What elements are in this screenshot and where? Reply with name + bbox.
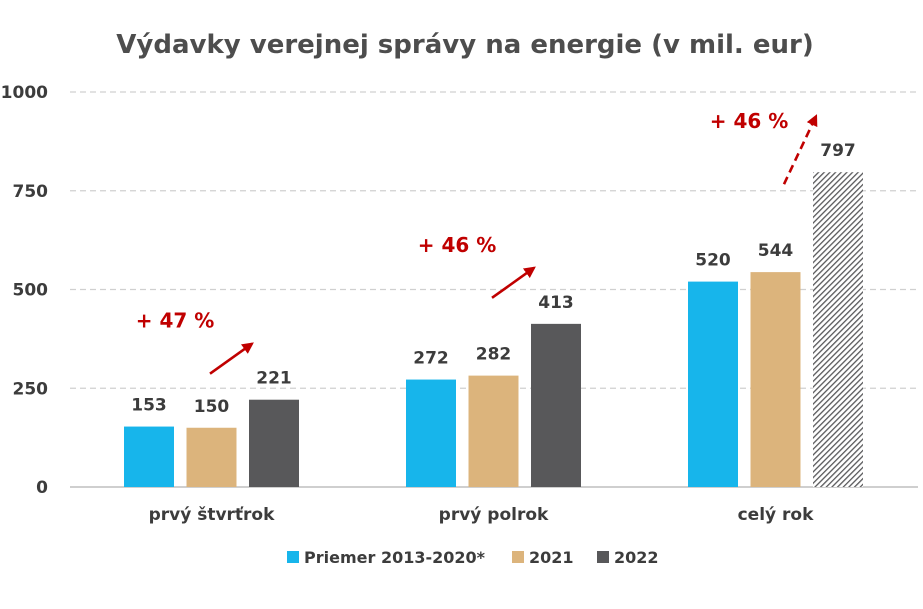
- data-label: 413: [538, 293, 574, 313]
- bar-1-3: [688, 281, 738, 487]
- bar-2-1: [186, 427, 237, 487]
- legend-label: Priemer 2013-2020*: [304, 548, 486, 567]
- annotations: + 47 % + 46 % + 46 %: [136, 109, 818, 375]
- y-tick-label: 500: [13, 281, 49, 301]
- legend-swatch: [287, 551, 299, 563]
- percent-change-label: + 46 %: [710, 109, 789, 133]
- data-labels: 153 150 221 272 282 413 520 544 797: [131, 141, 856, 417]
- bar-3-3: [813, 172, 863, 487]
- legend-swatch: [512, 551, 524, 563]
- bar-2-3: [750, 272, 801, 487]
- data-label: 544: [758, 241, 794, 261]
- bar-3-1: [249, 399, 299, 487]
- data-label: 282: [476, 345, 512, 365]
- data-label: 520: [695, 251, 731, 271]
- y-tick-label: 750: [13, 182, 49, 202]
- data-label: 150: [194, 397, 230, 417]
- y-tick-label: 1000: [1, 83, 48, 103]
- legend-label: 2022: [614, 548, 659, 567]
- percent-change-label: + 47 %: [136, 309, 215, 333]
- legend-swatch: [597, 551, 609, 563]
- bar-2-2: [468, 375, 519, 487]
- legend: Priemer 2013-2020* 2021 2022: [287, 548, 659, 567]
- increase-arrow: [209, 342, 254, 375]
- category-labels: prvý štvrťrok prvý polrok celý rok: [149, 505, 815, 525]
- data-label: 797: [820, 141, 856, 161]
- category-label: prvý štvrťrok: [149, 505, 276, 525]
- increase-arrow: [782, 114, 818, 185]
- bar-1-1: [124, 426, 174, 487]
- legend-label: 2021: [529, 548, 574, 567]
- y-tick-label: 0: [36, 478, 48, 498]
- data-label: 153: [131, 396, 167, 416]
- category-label: celý rok: [738, 505, 814, 525]
- bars: [124, 172, 863, 487]
- y-tick-label: 250: [13, 379, 49, 399]
- data-label: 272: [413, 349, 449, 369]
- chart-title: Výdavky verejnej správy na energie (v mi…: [116, 30, 813, 60]
- percent-change-label: + 46 %: [418, 233, 497, 257]
- bar-3-2: [531, 323, 581, 487]
- y-axis: 0 250 500 750 1000: [1, 83, 48, 498]
- category-label: prvý polrok: [439, 505, 549, 525]
- increase-arrow: [491, 266, 536, 299]
- bar-1-2: [406, 379, 456, 487]
- data-label: 221: [256, 369, 292, 389]
